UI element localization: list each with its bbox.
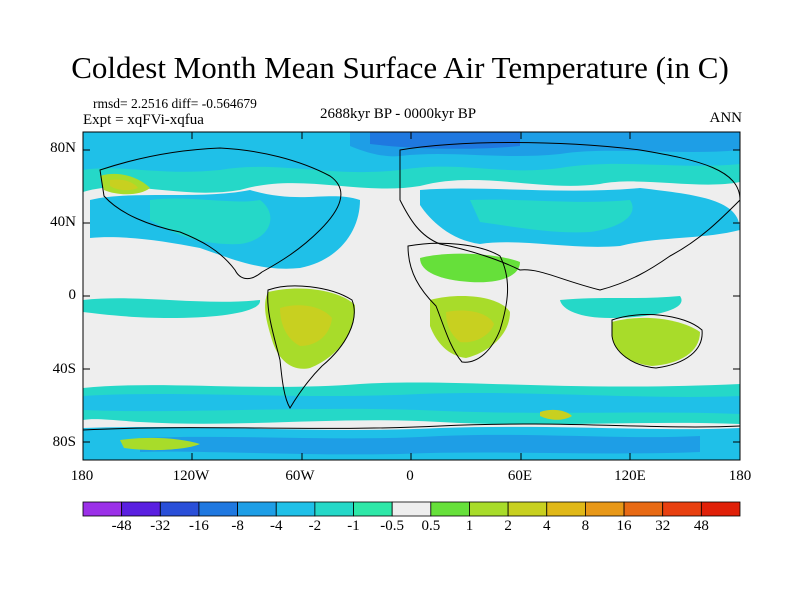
colorbar-label: -8 xyxy=(231,518,244,534)
lat-ticks xyxy=(83,149,740,443)
lat-label-40n: 40N xyxy=(50,214,76,230)
lat-label-80n: 80N xyxy=(50,140,76,156)
colorbar-label: -0.5 xyxy=(380,518,405,534)
colorbar-label: -32 xyxy=(150,518,171,534)
colorbar-label: 0.5 xyxy=(421,518,441,534)
colorbar-swatch xyxy=(546,501,586,517)
lon-label-0: 0 xyxy=(406,468,414,484)
coastlines xyxy=(83,142,740,431)
colorbar-swatch xyxy=(121,501,161,517)
colorbar-swatch xyxy=(700,501,741,517)
colorbar-label: -1 xyxy=(347,518,360,534)
colorbar-swatch xyxy=(585,501,625,517)
lon-label-120w: 120W xyxy=(172,468,210,484)
colorbar-swatch xyxy=(391,501,432,517)
lon-label-120e: 120E xyxy=(614,468,646,484)
lon-label-180w: 180 xyxy=(70,468,94,484)
colorbar-swatch xyxy=(314,501,354,517)
colorbar xyxy=(82,501,741,517)
lon-label-60e: 60E xyxy=(507,468,533,484)
experiment-label: Expt = xqFVi-xqfua xyxy=(83,112,204,128)
colorbar-label: 16 xyxy=(616,518,632,534)
colorbar-swatch xyxy=(198,501,238,517)
lon-label-180e: 180 xyxy=(728,468,752,484)
colorbar-swatch xyxy=(353,501,393,517)
colorbar-label: 4 xyxy=(543,518,551,534)
colorbar-swatch xyxy=(275,501,316,517)
colorbar-label: 32 xyxy=(655,518,671,534)
lon-ticks xyxy=(191,132,631,460)
season-label: ANN xyxy=(709,110,743,126)
colorbar-label: -4 xyxy=(269,518,283,534)
map-field xyxy=(83,132,740,460)
colorbar-swatch xyxy=(237,501,277,517)
colorbar-swatch xyxy=(507,501,548,517)
lon-label-60w: 60W xyxy=(285,468,315,484)
colorbar-label: 1 xyxy=(465,518,474,534)
map-title: Coldest Month Mean Surface Air Temperatu… xyxy=(71,50,729,85)
lat-label-80s: 80S xyxy=(52,434,76,450)
colorbar-swatch xyxy=(469,501,509,517)
colorbar-label: 2 xyxy=(504,518,512,534)
colorbar-label: -16 xyxy=(188,518,209,534)
lat-label-40s: 40S xyxy=(52,361,76,377)
colorbar-label: 8 xyxy=(581,518,590,534)
colorbar-label: 48 xyxy=(693,518,709,534)
colorbar-label: -2 xyxy=(308,518,322,534)
colorbar-swatch xyxy=(159,501,200,517)
colorbar-swatch xyxy=(82,501,123,517)
lat-label-0: 0 xyxy=(68,287,77,303)
colorbar-swatch xyxy=(430,501,470,517)
stats-text: rmsd= 2.2516 diff= -0.564679 xyxy=(93,96,257,111)
colorbar-swatch xyxy=(623,501,664,517)
period-label: 2688kyr BP - 0000kyr BP xyxy=(320,106,477,122)
colorbar-label: -48 xyxy=(111,518,132,534)
colorbar-swatch xyxy=(662,501,702,517)
